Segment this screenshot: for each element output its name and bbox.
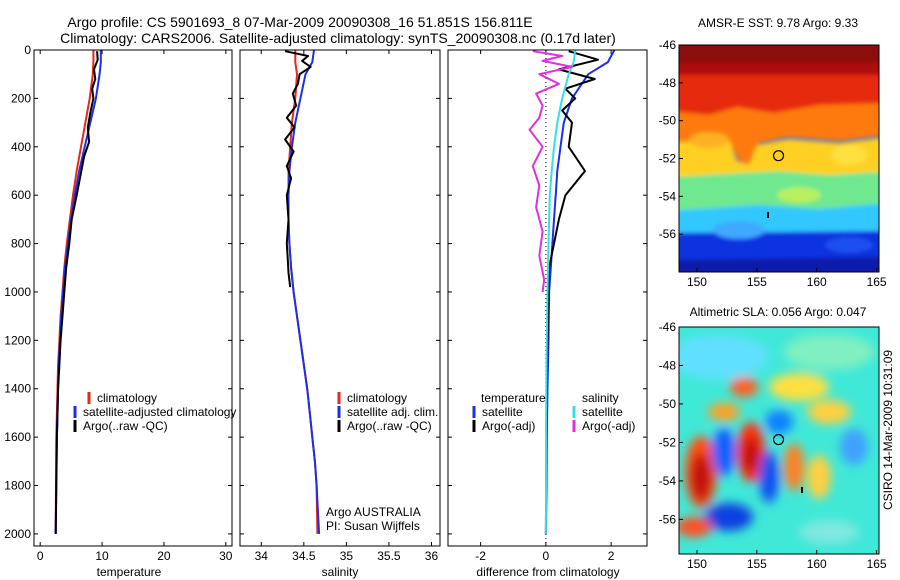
depth-tick-label: 0 [24,43,31,57]
salinity-legend: climatology satellite adj. clim. Argo(..… [337,391,438,433]
sla-heatmap [679,327,879,554]
argo-float-marker [772,433,785,446]
difference-xlabel: difference from climatology [476,565,619,579]
legend-label-temp-satellite: satellite [482,405,523,419]
x-tick-label: 36 [425,549,439,563]
legend-label-temp-argo: Argo(-adj) [482,419,535,433]
difference-axis-ticks: -2 0 2 [448,49,647,563]
salinity-series [284,50,321,534]
series-line-satellite-adj-clim [287,50,321,534]
lat-tick-label: -54 [659,474,677,488]
header-line-2: Climatology: CARS2006. Satellite-adjuste… [60,30,616,46]
lat-tick-label: -56 [659,512,677,526]
sst-map-axes-box [678,44,880,273]
x-tick-label: 34 [255,549,269,563]
lat-tick-label: -48 [659,358,677,372]
legend-title-temperature: temperature [481,391,546,405]
lat-tick-label: -46 [659,38,677,52]
series-line-argo-raw-qc [284,50,312,288]
legend-label-climatology: climatology [97,391,157,405]
lat-tick-label: -48 [659,76,677,90]
series-line-temperature-argo-adj [544,50,600,534]
lon-tick-label: 165 [867,557,887,571]
temperature-axis-ticks: 0 10 20 30 0 200 400 600 800 1000 1200 1400 1600 1800… [4,43,233,563]
depth-tick-label: 400 [11,140,31,154]
depth-tick-label: 2000 [4,527,31,541]
x-tick-label: 35.5 [377,549,401,563]
temperature-legend: climatology satellite-adjusted climatolo… [73,391,236,433]
argo-float-marker [772,150,785,162]
lon-tick-label: 160 [807,557,827,571]
x-tick-label: 34.5 [292,549,316,563]
x-tick-label: -2 [475,549,486,563]
lon-tick-label: 155 [747,275,767,289]
temperature-series [54,50,102,534]
lat-tick-label: -56 [659,227,677,241]
depth-tick-label: 1000 [4,285,31,299]
sst-map-title: AMSR-E SST: 9.78 Argo: 9.33 [698,16,858,30]
sla-map-axis-ticks: 150 155 160 165 -46 -48 -50 -52 -54 -56 [659,320,887,571]
salinity-xlabel: salinity [322,565,359,579]
salinity-annotation-line-2: PI: Susan Wijffels [326,519,420,533]
depth-tick-label: 800 [11,237,31,251]
depth-tick-label: 200 [11,91,31,105]
series-line-salinity-argo-adj [528,50,573,293]
series-line-satellite-adjusted-climatology [54,50,102,534]
temperature-axes-box [33,49,233,547]
difference-axes-box [447,49,648,547]
csiro-timestamp: CSIRO 14-Mar-2009 10:31:09 [881,350,895,510]
x-tick-label: 0 [543,549,550,563]
temperature-panel: 0 10 20 30 0 200 400 600 800 1000 1200 1400 1600 1800… [4,43,236,579]
x-tick-label: 2 [608,549,615,563]
lat-tick-label: -52 [659,152,677,166]
legend-label-sal-satellite: satellite [582,405,623,419]
legend-label-satellite-adj: satellite adj. clim. [347,405,438,419]
salinity-axes-box [239,49,441,547]
salinity-axis-ticks: 34 34.5 35 35.5 36 [240,49,440,563]
difference-legend: temperature satellite Argo(-adj) salinit… [472,391,635,433]
x-tick-label: 30 [219,549,233,563]
series-line-salinity-satellite [544,50,577,534]
lon-tick-label: 150 [687,275,707,289]
lon-tick-label: 160 [807,275,827,289]
depth-tick-label: 1200 [4,333,31,347]
sla-map-axes-box [678,326,880,555]
sla-map-panel: Altimetric SLA: 0.056 Argo: 0.047 [659,305,887,571]
x-tick-label: 20 [157,549,171,563]
depth-tick-label: 1400 [4,382,31,396]
x-tick-label: 35 [340,549,354,563]
salinity-annotation-line-1: Argo AUSTRALIA [326,505,421,519]
legend-label-satellite-adjusted: satellite-adjusted climatology [83,405,236,419]
depth-tick-label: 600 [11,188,31,202]
lat-tick-label: -54 [659,189,677,203]
x-tick-label: 10 [95,549,109,563]
legend-title-salinity: salinity [582,391,619,405]
lon-tick-label: 165 [867,275,887,289]
legend-label-argo: Argo(..raw -QC) [83,419,168,433]
sla-map-title: Altimetric SLA: 0.056 Argo: 0.047 [690,305,867,319]
sst-map-panel: AMSR-E SST: 9.78 Argo: 9.33 150 1 [659,16,887,289]
depth-tick-label: 1600 [4,430,31,444]
temperature-xlabel: temperature [97,565,162,579]
legend-label-argo: Argo(..raw -QC) [347,419,432,433]
series-line-temperature-satellite [544,50,616,534]
legend-label-climatology: climatology [347,391,407,405]
legend-label-sal-argo: Argo(-adj) [582,419,635,433]
lat-tick-label: -52 [659,435,677,449]
series-line-argo-raw-qc [54,51,99,534]
depth-tick-label: 1800 [4,479,31,493]
difference-panel: -2 0 2 temperature satellite Argo(-adj) sa… [447,49,648,579]
lat-tick-label: -46 [659,320,677,334]
sst-heatmap [679,45,879,272]
x-tick-label: 0 [37,549,44,563]
difference-series [528,50,616,534]
lat-tick-label: -50 [659,397,677,411]
salinity-panel: 34 34.5 35 35.5 36 climatology satellite adj… [239,49,441,579]
lon-tick-label: 150 [687,557,707,571]
lat-tick-label: -50 [659,114,677,128]
lon-tick-label: 155 [747,557,767,571]
header-line-1: Argo profile: CS 5901693_8 07-Mar-2009 2… [67,14,532,30]
